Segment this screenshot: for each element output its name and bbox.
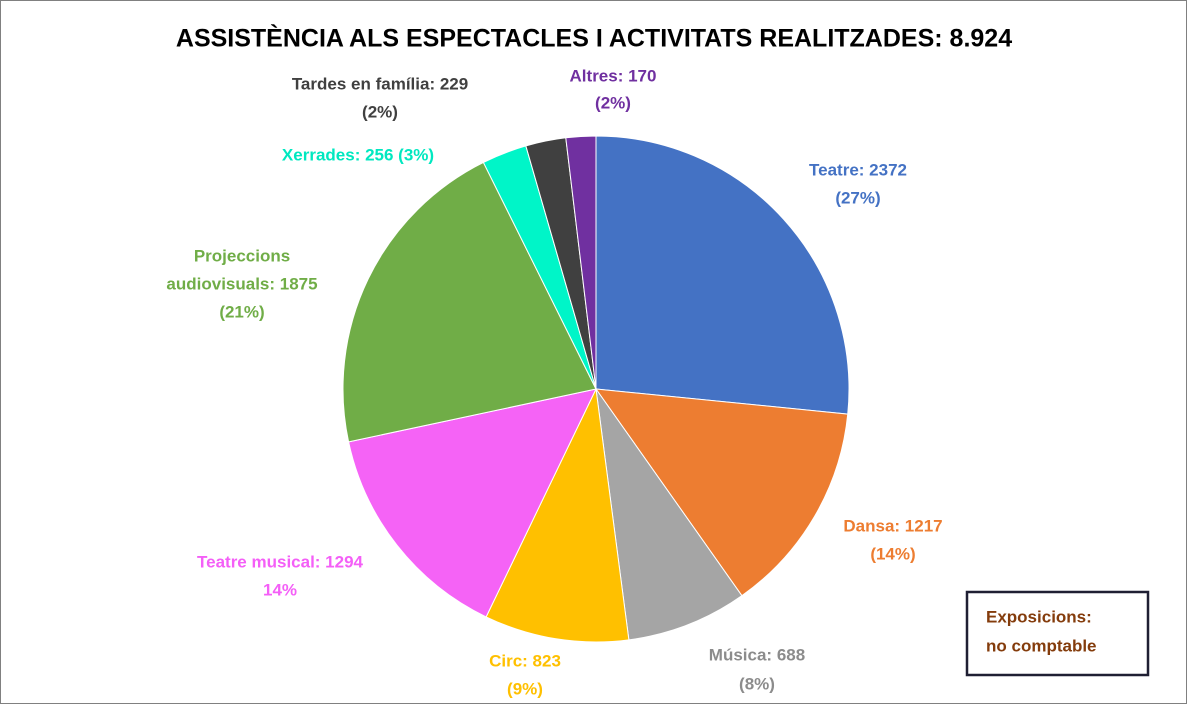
pie-slice [565, 135, 597, 390]
data-label: Música: 688 [709, 645, 805, 664]
pie-slice [595, 135, 850, 415]
chart-title: ASSISTÈNCIA ALS ESPECTACLES I ACTIVITATS… [176, 24, 1012, 53]
data-label: 14% [263, 580, 297, 599]
pie-slice [485, 387, 630, 643]
data-label: Dansa: 1217 [843, 516, 942, 535]
pie-slice [342, 161, 597, 443]
data-label: Teatre musical: 1294 [197, 552, 364, 571]
pie-slice [594, 388, 849, 597]
data-label: (27%) [835, 188, 880, 207]
pie-slice [347, 388, 597, 618]
data-label: Projeccions [194, 246, 290, 265]
data-label: (8%) [739, 674, 775, 693]
data-label: Teatre: 2372 [809, 160, 907, 179]
data-label: (9%) [507, 679, 543, 698]
pie-slice [595, 388, 743, 641]
data-label: Circ: 823 [489, 651, 561, 670]
data-label: Altres: 170 [570, 66, 657, 85]
annotation: no comptable [986, 636, 1097, 655]
data-label: (2%) [362, 102, 398, 121]
data-label: (2%) [595, 93, 631, 112]
data-label: (14%) [870, 544, 915, 563]
annotation-box [965, 590, 1150, 677]
data-label: (21%) [219, 302, 264, 321]
data-label: audiovisuals: 1875 [166, 274, 317, 293]
annotation: Exposicions: [986, 607, 1092, 626]
data-label: Tardes en família: 229 [292, 74, 468, 93]
data-label: Xerrades: 256 (3%) [282, 145, 434, 164]
